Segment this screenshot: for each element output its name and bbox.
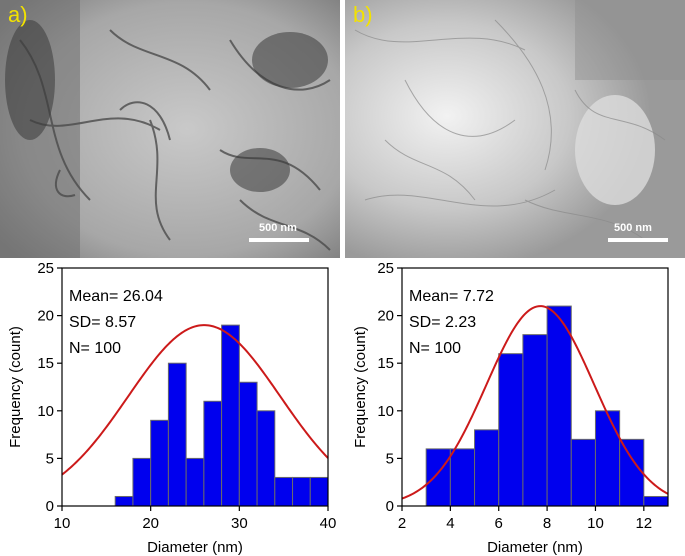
x-tick-label-a-40: 40	[320, 515, 337, 532]
micrograph-a: a) 500 nm	[0, 0, 340, 258]
bar-a-9	[274, 476, 294, 507]
x-axis-label-b: Diameter (nm)	[487, 539, 583, 556]
bar-b-1	[449, 448, 476, 507]
x-tick-label-b-4: 4	[446, 515, 454, 532]
y-tick-label-a-0: 0	[46, 498, 54, 515]
plot-frame-a	[61, 267, 329, 507]
y-tick-label-b-25: 25	[377, 260, 394, 277]
scale-bar-b-label: 500 nm	[614, 222, 652, 234]
scale-bar-b	[608, 238, 668, 242]
bar-a-1	[132, 457, 152, 507]
y-tick-label-b-15: 15	[377, 355, 394, 372]
panel-b-label: b)	[353, 2, 373, 27]
x-tick-label-b-12: 12	[635, 515, 652, 532]
stat-annotation-a-0: Mean= 26.04	[69, 288, 163, 305]
bars-a	[114, 324, 329, 507]
bar-b-3	[498, 353, 524, 507]
bars-b	[425, 305, 669, 507]
bar-b-7	[594, 410, 621, 507]
x-tick-label-b-8: 8	[543, 515, 551, 532]
scale-bar-a-label: 500 nm	[259, 222, 297, 234]
y-tick-label-b-0: 0	[386, 498, 394, 515]
stat-annotation-a-1: SD= 8.57	[69, 314, 136, 331]
bar-b-0	[425, 448, 451, 507]
bar-b-4	[522, 334, 548, 507]
bar-a-11	[309, 476, 329, 507]
x-tick-label-a-20: 20	[142, 515, 159, 532]
x-axis-label-a: Diameter (nm)	[147, 539, 243, 556]
stat-annotation-a-2: N= 100	[69, 340, 121, 357]
stat-annotation-b-1: SD= 2.23	[409, 314, 476, 331]
bar-b-6	[570, 438, 596, 507]
x-tick-label-a-30: 30	[231, 515, 248, 532]
y-tick-label-b-20: 20	[377, 308, 394, 325]
micrograph-b-image	[345, 0, 685, 258]
scale-bar-a	[249, 238, 309, 242]
y-tick-label-a-25: 25	[37, 260, 54, 277]
y-axis-label-b: Frequency (count)	[352, 326, 369, 448]
y-tick-label-a-15: 15	[37, 355, 54, 372]
bar-a-6	[221, 324, 240, 507]
stat-annotation-b-0: Mean= 7.72	[409, 288, 494, 305]
bar-a-4	[185, 457, 205, 507]
micrograph-a-image	[0, 0, 340, 258]
bar-b-5	[546, 305, 572, 507]
bar-a-10	[292, 476, 311, 507]
bar-b-8	[619, 438, 645, 507]
bar-a-0	[114, 495, 134, 507]
histogram-b: 0 5 10 15 20 25 2 4 6 8 10 12 Diameter (nm) Frequency…	[352, 260, 669, 556]
panel-a-label: a)	[8, 2, 28, 27]
fit-curve-a	[61, 324, 329, 476]
stat-annotation-b-2: N= 100	[409, 340, 461, 357]
x-tick-label-b-2: 2	[398, 515, 406, 532]
x-tick-label-b-6: 6	[495, 515, 503, 532]
y-tick-label-b-10: 10	[377, 403, 394, 420]
y-tick-label-a-20: 20	[37, 308, 54, 325]
y-tick-label-a-10: 10	[37, 403, 54, 420]
bar-b-2	[474, 429, 500, 507]
fit-curve-b	[401, 305, 669, 500]
plot-frame-b	[401, 267, 669, 507]
bar-a-8	[256, 410, 276, 507]
y-tick-label-a-5: 5	[46, 450, 54, 467]
bar-a-3	[167, 362, 187, 507]
micrograph-b: b) 500 nm	[345, 0, 685, 258]
y-axis-label-a: Frequency (count)	[7, 326, 24, 448]
bar-b-9	[643, 495, 669, 507]
bar-a-2	[150, 419, 169, 507]
bar-a-5	[203, 400, 223, 507]
y-tick-label-b-5: 5	[386, 450, 394, 467]
x-tick-label-a-10: 10	[54, 515, 71, 532]
histogram-a: 0 5 10 15 20 25 10 20 30 40 Diameter (nm) Frequency…	[7, 260, 337, 556]
bar-a-7	[238, 381, 258, 507]
x-tick-label-b-10: 10	[587, 515, 604, 532]
